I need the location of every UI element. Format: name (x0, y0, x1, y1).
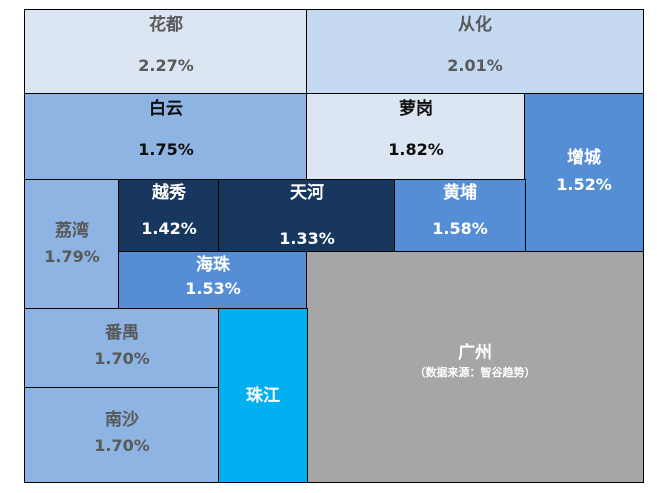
cell-value: 1.82% (388, 140, 444, 159)
cell-value: 2.27% (138, 56, 194, 75)
source-note: （数据来源：智谷趋势） (414, 366, 536, 379)
cell-name: 天河 (290, 183, 324, 203)
cell-name: 海珠 (196, 255, 230, 275)
cell-baiyun: 白云 1.75% (24, 93, 308, 181)
cell-haizhu: 海珠 1.53% (118, 251, 308, 310)
cell-name: 番禺 (105, 323, 139, 343)
cell-name: 花都 (149, 15, 183, 35)
cell-name: 越秀 (152, 183, 186, 203)
cell-name: 萝岗 (399, 99, 433, 119)
cell-value: 1.52% (556, 175, 612, 194)
cell-conghua: 从化 2.01% (306, 9, 644, 95)
cell-yuexiu: 越秀 1.42% (118, 179, 220, 253)
cell-value: 1.58% (432, 219, 488, 238)
cell-name: 珠江 (246, 385, 280, 406)
cell-zhujiang: 珠江 (218, 308, 308, 483)
cell-luogang: 萝岗 1.82% (306, 93, 526, 181)
cell-nansha: 南沙 1.70% (24, 387, 220, 483)
cell-value: 1.33% (279, 229, 335, 248)
cell-huadu: 花都 2.27% (24, 9, 308, 95)
cell-value: 1.70% (94, 436, 150, 455)
cell-name: 荔湾 (55, 221, 89, 241)
cell-name: 白云 (149, 99, 183, 119)
cell-value: 1.42% (141, 219, 197, 238)
cell-value: 1.75% (138, 140, 194, 159)
cell-name: 广州 (458, 343, 492, 363)
cell-liwan: 荔湾 1.79% (24, 179, 120, 310)
treemap-chart: 花都 2.27% 从化 2.01% 白云 1.75% 萝岗 1.82% 增城 1… (24, 9, 644, 483)
cell-value: 1.53% (185, 279, 241, 298)
cell-name: 黄埔 (443, 183, 477, 203)
cell-huangpu: 黄埔 1.58% (394, 179, 526, 253)
cell-value: 1.79% (44, 247, 100, 266)
cell-name: 增城 (567, 148, 601, 168)
cell-panyu: 番禺 1.70% (24, 308, 220, 388)
cell-name: 从化 (458, 15, 492, 35)
cell-guangzhou: 广州 （数据来源：智谷趋势） (306, 251, 644, 483)
cell-tianhe: 天河 1.33% (218, 179, 396, 253)
cell-zengcheng: 增城 1.52% (524, 93, 644, 253)
cell-value: 2.01% (447, 56, 503, 75)
cell-value: 1.70% (94, 349, 150, 368)
cell-name: 南沙 (105, 410, 139, 430)
